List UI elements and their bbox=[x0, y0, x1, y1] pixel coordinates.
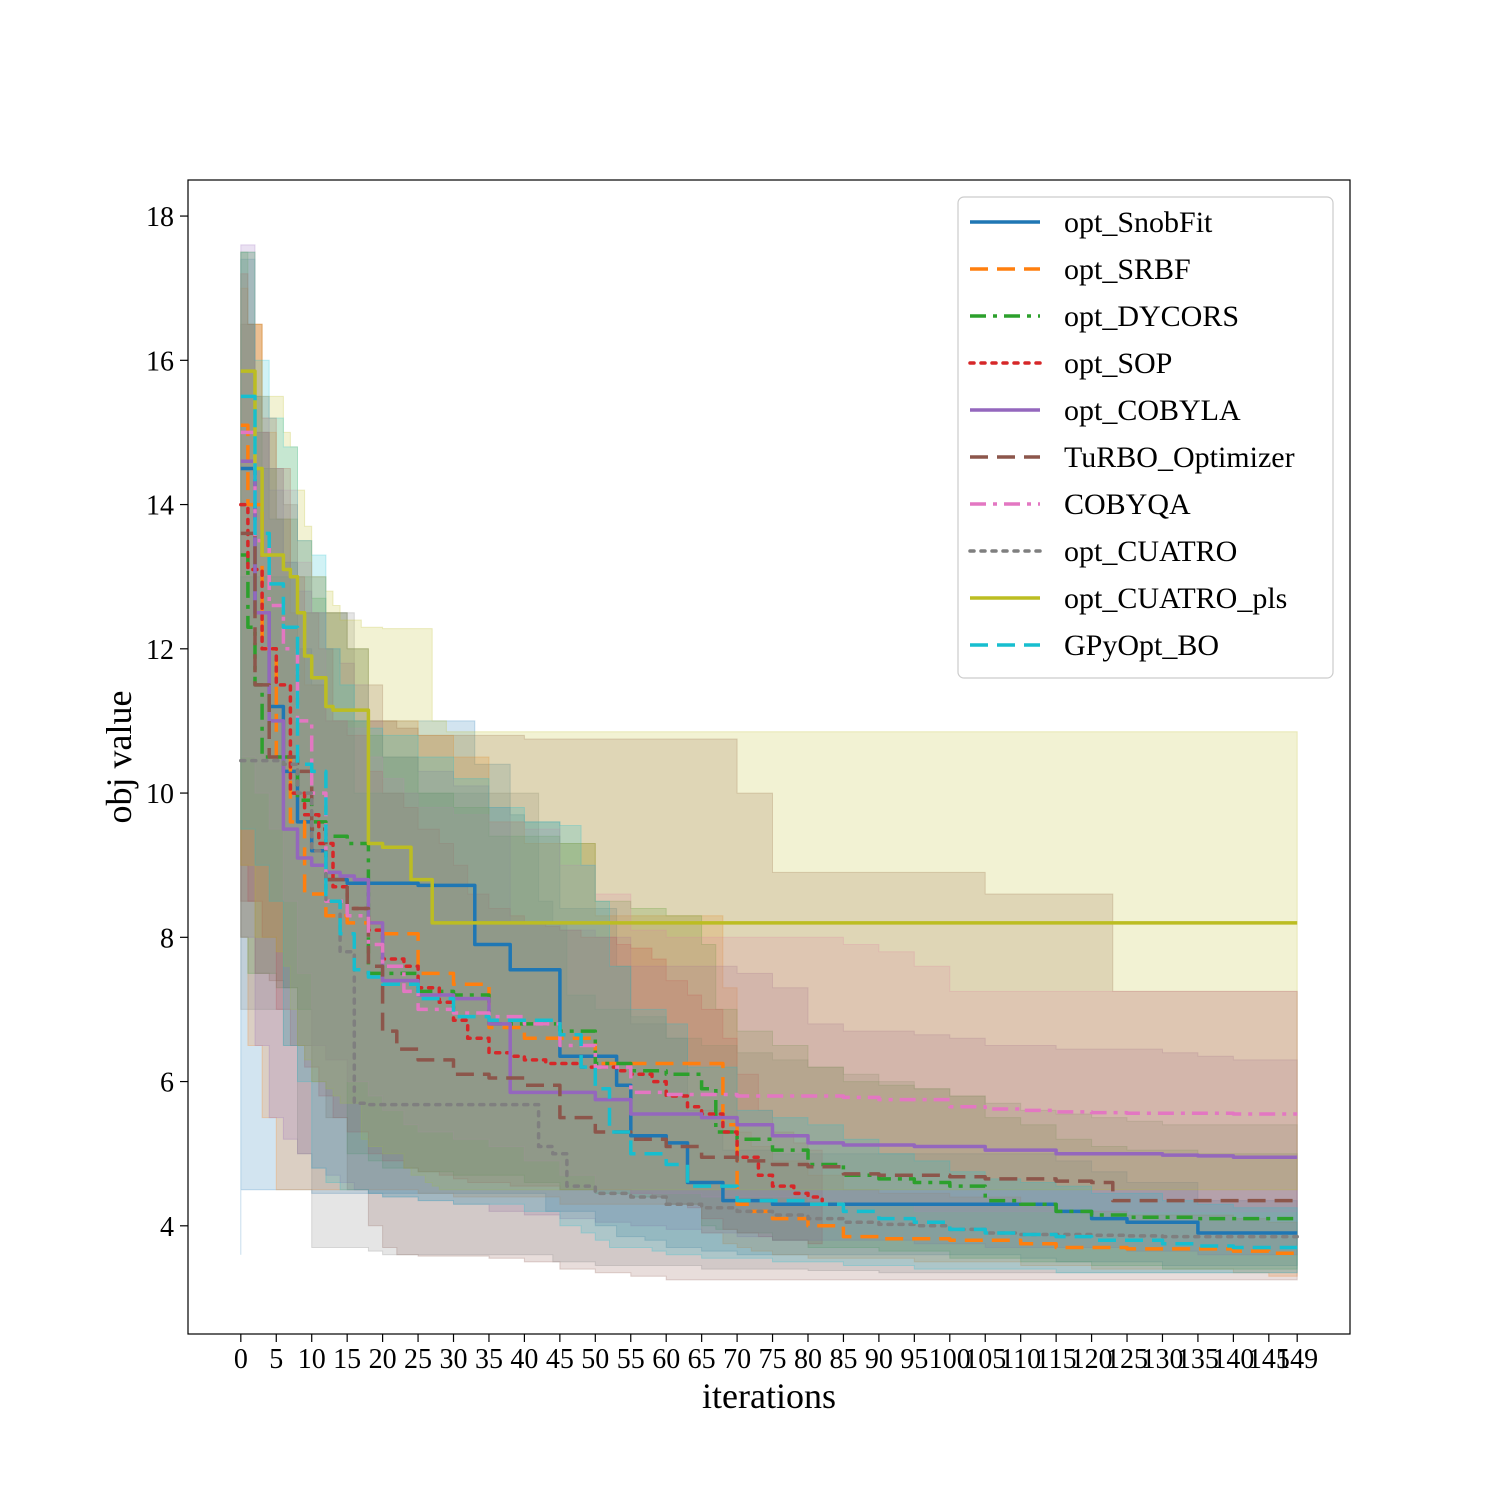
x-tick-label: 60 bbox=[652, 1344, 680, 1375]
legend-label-opt-snobfit: opt_SnobFit bbox=[1064, 206, 1213, 239]
legend-label-opt-srbf: opt_SRBF bbox=[1064, 253, 1191, 286]
legend-label-opt-sop: opt_SOP bbox=[1064, 347, 1172, 380]
y-tick-label: 6 bbox=[160, 1068, 174, 1099]
x-tick-label: 80 bbox=[794, 1344, 822, 1375]
legend-label-opt-dycors: opt_DYCORS bbox=[1064, 300, 1239, 333]
y-tick-label: 14 bbox=[146, 491, 174, 522]
x-tick-label: 95 bbox=[900, 1344, 928, 1375]
x-tick-label: 70 bbox=[723, 1344, 751, 1375]
y-tick-label: 10 bbox=[146, 779, 174, 810]
x-tick-label: 10 bbox=[298, 1344, 326, 1375]
x-tick-label: 55 bbox=[617, 1344, 645, 1375]
x-tick-label: 85 bbox=[829, 1344, 857, 1375]
x-tick-label: 65 bbox=[688, 1344, 716, 1375]
legend-label-cobyqa: COBYQA bbox=[1064, 488, 1191, 521]
y-tick-label: 18 bbox=[146, 202, 174, 233]
x-tick-label: 5 bbox=[269, 1344, 283, 1375]
x-tick-label: 15 bbox=[333, 1344, 361, 1375]
x-tick-label: 0 bbox=[234, 1344, 248, 1375]
x-tick-label: 75 bbox=[759, 1344, 787, 1375]
legend: opt_SnobFit opt_SRBF opt_DYCORS opt_SOP opt_… bbox=[958, 197, 1333, 678]
x-tick-label: 20 bbox=[369, 1344, 397, 1375]
x-axis-label: iterations bbox=[702, 1376, 836, 1416]
x-tick-label: 45 bbox=[546, 1344, 574, 1375]
x-tick-label: 30 bbox=[440, 1344, 468, 1375]
legend-label-opt-cuatro: opt_CUATRO bbox=[1064, 535, 1237, 568]
x-tick-label: 25 bbox=[404, 1344, 432, 1375]
y-axis-label: obj value bbox=[99, 691, 139, 824]
x-tick-label: 35 bbox=[475, 1344, 503, 1375]
x-tick-label: 40 bbox=[510, 1344, 538, 1375]
legend-label-gpyopt-bo: GPyOpt_BO bbox=[1064, 629, 1219, 662]
x-tick-label: 50 bbox=[581, 1344, 609, 1375]
y-tick-label: 12 bbox=[146, 635, 174, 666]
y-tick-label: 8 bbox=[160, 923, 174, 954]
x-tick-label: 149 bbox=[1276, 1344, 1318, 1375]
x-tick-label: 90 bbox=[865, 1344, 893, 1375]
legend-label-turbo-optimizer: TuRBO_Optimizer bbox=[1064, 441, 1295, 474]
legend-label-opt-cobyla: opt_COBYLA bbox=[1064, 394, 1241, 427]
y-tick-label: 16 bbox=[146, 346, 174, 377]
y-tick-label: 4 bbox=[160, 1212, 174, 1243]
legend-label-opt-cuatro-pls: opt_CUATRO_pls bbox=[1064, 582, 1287, 615]
